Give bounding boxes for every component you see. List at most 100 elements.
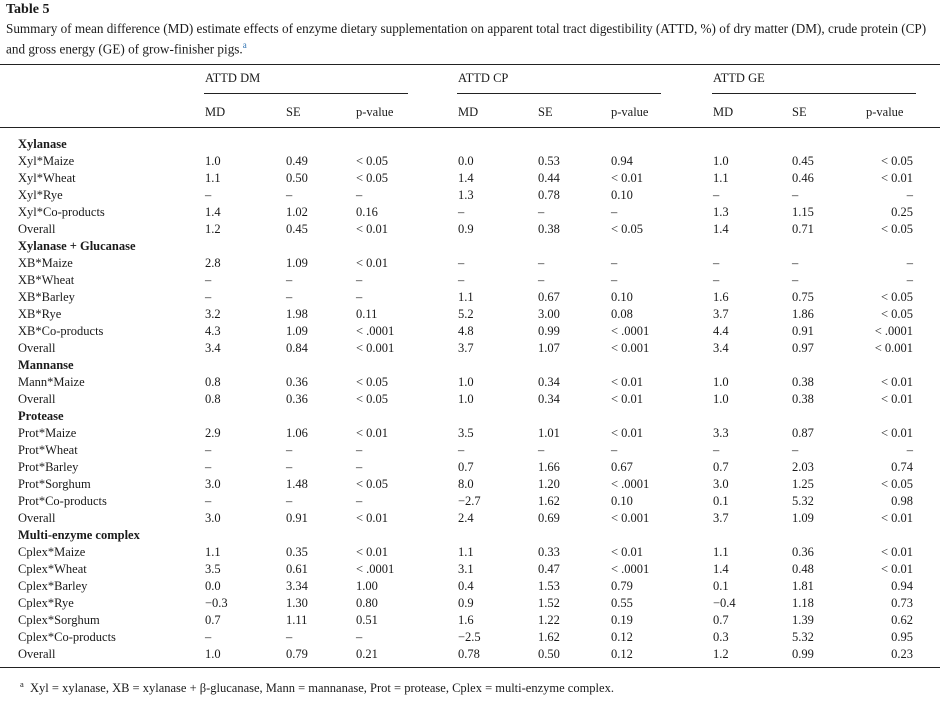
p-value-cp-cell: 0.55 bbox=[611, 596, 633, 610]
se-cp-cell: 1.20 bbox=[538, 477, 560, 491]
md-dm-cell: 3.5 bbox=[205, 562, 221, 576]
p-value-cp-cell: 0.10 bbox=[611, 290, 633, 304]
se-cp-cell: 3.00 bbox=[538, 307, 560, 321]
table-row: Xyl*Co-products 1.4 1.02 0.16 – – – 1.3 1.15 0.25 bbox=[0, 204, 940, 221]
table-row: Prot*Maize 2.9 1.06 < 0.01 3.5 1.01 < 0.01 3.3 0… bbox=[0, 425, 940, 442]
bottom-rule bbox=[0, 667, 940, 668]
group-rule-dm bbox=[204, 93, 408, 94]
md-dm-cell: – bbox=[205, 443, 212, 457]
se-dm-cell bbox=[286, 357, 356, 374]
p-value-ge-cell bbox=[866, 238, 940, 255]
se-dm-cell bbox=[286, 408, 356, 425]
md-dm-cell bbox=[205, 527, 286, 544]
md-dm-cell: 1.4 bbox=[205, 205, 221, 219]
p-value-dm-cell bbox=[356, 357, 458, 374]
md-dm-cell: – bbox=[205, 630, 212, 644]
p-value-dm-cell: – bbox=[356, 290, 363, 304]
row-label: Mann*Maize bbox=[18, 375, 85, 389]
md-cp-cell bbox=[458, 408, 538, 425]
se-dm-cell: 0.35 bbox=[286, 545, 308, 559]
se-cp-cell: 0.69 bbox=[538, 511, 560, 525]
p-value-ge-cell: < 0.01 bbox=[880, 562, 913, 576]
se-dm-cell bbox=[286, 238, 356, 255]
se-dm-cell: 1.06 bbox=[286, 426, 308, 440]
se-ge-cell: 1.86 bbox=[792, 307, 814, 321]
table-row: Cplex*Co-products – – – −2.5 1.62 0.12 0.3 5.32 0… bbox=[0, 629, 940, 646]
table-row: Overall 1.0 0.79 0.21 0.78 0.50 0.12 1.2 0.99 0.2… bbox=[0, 646, 940, 663]
p-value-cp-cell: < 0.001 bbox=[611, 511, 650, 525]
row-label: Prot*Barley bbox=[18, 460, 79, 474]
se-dm-cell: 1.48 bbox=[286, 477, 308, 491]
p-value-ge-cell bbox=[866, 408, 940, 425]
p-value-ge-cell: 0.73 bbox=[891, 596, 913, 610]
header-rule bbox=[0, 127, 940, 128]
caption-text: Summary of mean difference (MD) estimate… bbox=[6, 21, 927, 57]
se-cp-cell: – bbox=[538, 256, 545, 270]
md-ge-cell: 3.0 bbox=[713, 477, 729, 491]
md-cp-cell: 0.4 bbox=[458, 579, 474, 593]
md-ge-cell: 1.0 bbox=[713, 154, 729, 168]
p-value-dm-cell: – bbox=[356, 494, 363, 508]
md-dm-cell bbox=[205, 408, 286, 425]
md-ge-cell: 3.3 bbox=[713, 426, 729, 440]
se-dm-cell: 0.36 bbox=[286, 375, 308, 389]
header-md-ge: MD bbox=[713, 105, 734, 119]
p-value-cp-cell bbox=[611, 238, 713, 255]
se-dm-cell: – bbox=[286, 273, 293, 287]
p-value-dm-cell: < 0.01 bbox=[356, 511, 389, 525]
group-row: Xylanase bbox=[0, 136, 940, 153]
se-cp-cell: 0.33 bbox=[538, 545, 560, 559]
se-dm-cell: 0.79 bbox=[286, 647, 308, 661]
md-dm-cell: 1.0 bbox=[205, 154, 221, 168]
p-value-ge-cell bbox=[866, 136, 940, 153]
p-value-cp-cell: 0.94 bbox=[611, 154, 633, 168]
table-row: Mann*Maize 0.8 0.36 < 0.05 1.0 0.34 < 0.01 1.0 0… bbox=[0, 374, 940, 391]
p-value-ge-cell: 0.95 bbox=[891, 630, 913, 644]
p-value-cp-cell: < 0.01 bbox=[611, 426, 644, 440]
se-dm-cell: 1.09 bbox=[286, 256, 308, 270]
row-label: Prot*Sorghum bbox=[18, 477, 91, 491]
md-dm-cell: 3.0 bbox=[205, 511, 221, 525]
md-cp-cell: 0.9 bbox=[458, 222, 474, 236]
group-label: Xylanase bbox=[18, 137, 67, 151]
md-dm-cell: 1.0 bbox=[205, 647, 221, 661]
row-label: XB*Co-products bbox=[18, 324, 104, 338]
table-row: Overall 1.2 0.45 < 0.01 0.9 0.38 < 0.05 1.4 0.71… bbox=[0, 221, 940, 238]
md-cp-cell: – bbox=[458, 273, 465, 287]
md-dm-cell: – bbox=[205, 460, 212, 474]
se-cp-cell: 1.62 bbox=[538, 494, 560, 508]
se-cp-cell: 1.22 bbox=[538, 613, 560, 627]
md-dm-cell bbox=[205, 136, 286, 153]
se-cp-cell: 0.34 bbox=[538, 392, 560, 406]
se-cp-cell: 1.53 bbox=[538, 579, 560, 593]
p-value-ge-cell: 0.98 bbox=[891, 494, 913, 508]
table-row: Prot*Co-products – – – −2.7 1.62 0.10 0.1 5.32 0.… bbox=[0, 493, 940, 510]
md-dm-cell: – bbox=[205, 273, 212, 287]
md-ge-cell: 1.4 bbox=[713, 562, 729, 576]
md-ge-cell: 1.1 bbox=[713, 171, 729, 185]
table-row: Overall 3.4 0.84 < 0.001 3.7 1.07 < 0.001 3.4 0.… bbox=[0, 340, 940, 357]
p-value-ge-cell: < 0.05 bbox=[880, 154, 913, 168]
md-ge-cell: 1.6 bbox=[713, 290, 729, 304]
se-cp-cell bbox=[538, 357, 611, 374]
md-cp-cell: – bbox=[458, 205, 465, 219]
se-dm-cell: 1.09 bbox=[286, 324, 308, 338]
p-value-dm-cell: 0.11 bbox=[356, 307, 378, 321]
p-value-ge-cell: – bbox=[906, 273, 913, 287]
p-value-dm-cell bbox=[356, 238, 458, 255]
se-cp-cell: 0.47 bbox=[538, 562, 560, 576]
row-label: Prot*Wheat bbox=[18, 443, 78, 457]
p-value-ge-cell: < 0.05 bbox=[880, 290, 913, 304]
se-ge-cell: 0.71 bbox=[792, 222, 814, 236]
se-cp-cell bbox=[538, 527, 611, 544]
md-dm-cell: 1.1 bbox=[205, 171, 221, 185]
md-ge-cell: 0.7 bbox=[713, 460, 729, 474]
p-value-dm-cell: < 0.001 bbox=[356, 341, 395, 355]
row-label: Overall bbox=[18, 511, 56, 525]
md-dm-cell: 1.1 bbox=[205, 545, 221, 559]
p-value-cp-cell: < .0001 bbox=[611, 562, 650, 576]
md-ge-cell bbox=[713, 408, 792, 425]
se-ge-cell bbox=[792, 238, 866, 255]
p-value-dm-cell: 0.80 bbox=[356, 596, 378, 610]
p-value-dm-cell: < .0001 bbox=[356, 562, 395, 576]
